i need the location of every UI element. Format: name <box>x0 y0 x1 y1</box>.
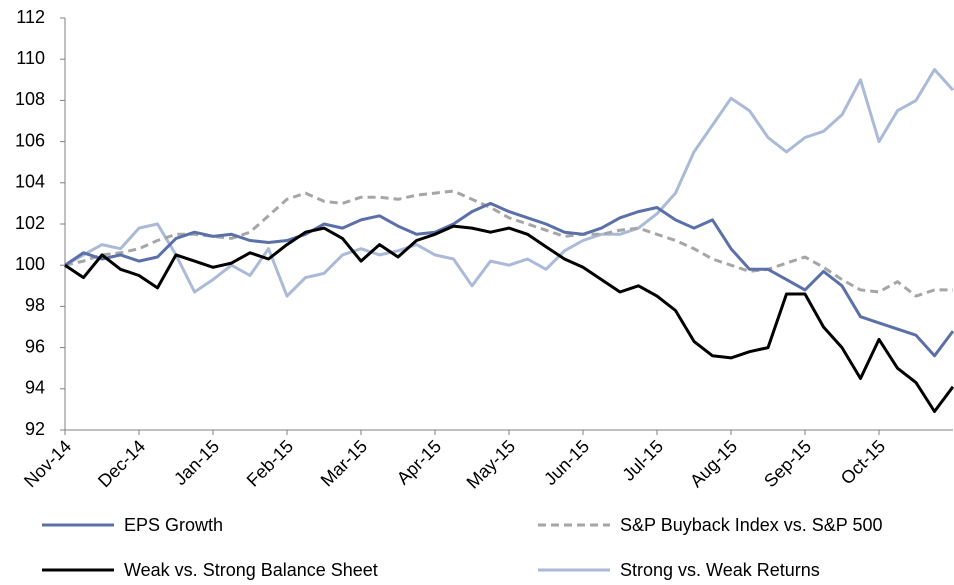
series-line <box>64 224 954 413</box>
x-tick-label: Aug-15 <box>686 436 741 491</box>
series-line <box>64 201 954 358</box>
y-tick-label: 102 <box>15 213 45 233</box>
x-tick-label: Sep-15 <box>760 436 815 491</box>
y-tick-label: 112 <box>16 7 45 27</box>
legend-label: EPS Growth <box>124 515 223 535</box>
y-tick-label: 106 <box>15 130 45 150</box>
x-tick-label: May-15 <box>463 436 520 493</box>
y-tick-label: 98 <box>25 295 45 315</box>
legend-label: Strong vs. Weak Returns <box>620 560 820 580</box>
series-line <box>64 68 954 298</box>
y-tick-label: 96 <box>25 336 45 356</box>
legend-label: S&P Buyback Index vs. S&P 500 <box>620 515 883 535</box>
x-tick-label: Feb-15 <box>243 436 297 490</box>
x-tick-label: Jan-15 <box>170 436 223 489</box>
x-tick-label: Dec-14 <box>94 436 149 491</box>
legend-label: Weak vs. Strong Balance Sheet <box>124 560 378 580</box>
y-tick-label: 100 <box>15 254 45 274</box>
x-tick-label: Mar-15 <box>317 436 371 490</box>
y-tick-label: 110 <box>16 48 45 68</box>
x-tick-label: Oct-15 <box>837 436 889 488</box>
x-tick-label: Nov-14 <box>20 436 75 491</box>
x-tick-label: Jun-15 <box>540 436 593 489</box>
y-tick-label: 92 <box>25 419 45 439</box>
x-tick-label: Apr-15 <box>393 436 445 488</box>
y-tick-label: 108 <box>15 89 45 109</box>
y-tick-label: 94 <box>25 378 45 398</box>
x-tick-label: Jul-15 <box>618 436 667 485</box>
y-tick-label: 104 <box>15 172 45 192</box>
series-line <box>64 189 953 298</box>
